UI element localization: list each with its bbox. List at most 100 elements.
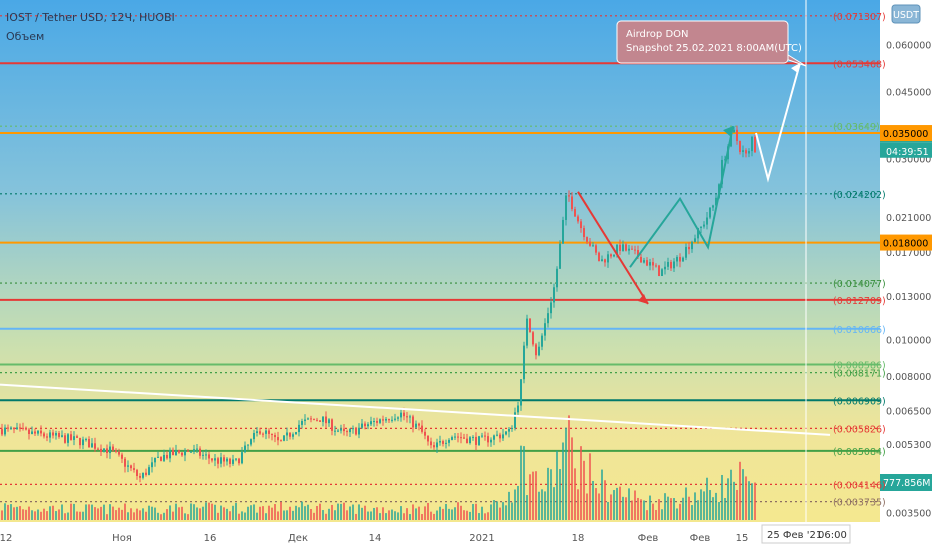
candle[interactable]: [652, 257, 654, 271]
candle[interactable]: [169, 447, 171, 463]
candle[interactable]: [385, 416, 387, 423]
candle[interactable]: [256, 427, 258, 437]
candle[interactable]: [145, 468, 147, 477]
candle[interactable]: [259, 427, 261, 435]
candle[interactable]: [496, 430, 498, 437]
candle[interactable]: [373, 417, 375, 427]
candle[interactable]: [631, 245, 633, 250]
candle[interactable]: [244, 441, 246, 454]
candle[interactable]: [433, 441, 435, 450]
candle[interactable]: [460, 432, 462, 444]
candle[interactable]: [43, 431, 45, 439]
candle[interactable]: [304, 414, 306, 426]
candle[interactable]: [430, 437, 432, 449]
candle[interactable]: [523, 341, 525, 384]
candle[interactable]: [217, 456, 219, 469]
candle[interactable]: [325, 411, 327, 428]
candle[interactable]: [613, 254, 615, 258]
candle[interactable]: [49, 429, 51, 443]
candle[interactable]: [583, 225, 585, 241]
candle[interactable]: [286, 427, 288, 442]
candle[interactable]: [52, 429, 54, 439]
candle[interactable]: [610, 253, 612, 259]
candle[interactable]: [376, 417, 378, 427]
candle[interactable]: [421, 420, 423, 434]
candle[interactable]: [511, 425, 513, 432]
candle[interactable]: [673, 258, 675, 273]
candle[interactable]: [535, 342, 537, 360]
candle[interactable]: [307, 417, 309, 420]
candle[interactable]: [79, 437, 81, 449]
candle[interactable]: [487, 432, 489, 447]
candle[interactable]: [76, 434, 78, 438]
trend-line-0[interactable]: [577, 191, 649, 305]
candle[interactable]: [109, 441, 111, 459]
candle[interactable]: [283, 435, 285, 442]
candle[interactable]: [70, 430, 72, 441]
candle[interactable]: [352, 425, 354, 434]
candle[interactable]: [175, 444, 177, 456]
candle[interactable]: [1, 423, 3, 437]
candle[interactable]: [316, 417, 318, 422]
candle[interactable]: [253, 429, 255, 443]
candle[interactable]: [577, 214, 579, 224]
candle[interactable]: [361, 418, 363, 429]
candle[interactable]: [166, 451, 168, 460]
candle[interactable]: [241, 447, 243, 465]
candle[interactable]: [472, 435, 474, 441]
candle[interactable]: [661, 268, 663, 277]
candle[interactable]: [655, 263, 657, 268]
candle[interactable]: [337, 428, 339, 433]
candle[interactable]: [55, 430, 57, 440]
candle[interactable]: [748, 148, 750, 158]
candle[interactable]: [106, 444, 108, 459]
candle[interactable]: [349, 428, 351, 438]
candle[interactable]: [289, 432, 291, 440]
candle[interactable]: [178, 449, 180, 454]
candle[interactable]: [502, 428, 504, 441]
candle[interactable]: [130, 464, 132, 472]
candle[interactable]: [262, 432, 264, 438]
candle[interactable]: [400, 409, 402, 422]
candle[interactable]: [154, 457, 156, 467]
candle[interactable]: [604, 258, 606, 267]
candle[interactable]: [703, 221, 705, 229]
candle[interactable]: [499, 432, 501, 443]
candle[interactable]: [490, 437, 492, 447]
candle[interactable]: [199, 446, 201, 459]
candle[interactable]: [358, 423, 360, 439]
candle[interactable]: [643, 257, 645, 264]
candle[interactable]: [322, 416, 324, 427]
candle[interactable]: [682, 256, 684, 262]
candle[interactable]: [22, 422, 24, 431]
trend-line-2[interactable]: [755, 62, 801, 183]
candle[interactable]: [448, 438, 450, 447]
candle[interactable]: [46, 433, 48, 442]
candle[interactable]: [451, 435, 453, 441]
candle[interactable]: [412, 414, 414, 433]
candle[interactable]: [517, 401, 519, 415]
candle[interactable]: [484, 431, 486, 441]
candle[interactable]: [739, 140, 741, 155]
candle[interactable]: [565, 195, 567, 226]
candle[interactable]: [538, 341, 540, 357]
candle[interactable]: [268, 428, 270, 439]
candle[interactable]: [67, 432, 69, 447]
candle[interactable]: [427, 435, 429, 446]
candle[interactable]: [313, 418, 315, 421]
candle[interactable]: [133, 462, 135, 473]
candle[interactable]: [418, 422, 420, 431]
candle[interactable]: [151, 457, 153, 473]
candle[interactable]: [628, 245, 630, 255]
candle[interactable]: [397, 416, 399, 422]
candle[interactable]: [406, 412, 408, 423]
candle[interactable]: [328, 418, 330, 427]
candle[interactable]: [34, 428, 36, 437]
candle[interactable]: [607, 250, 609, 268]
candle[interactable]: [28, 427, 30, 440]
candle[interactable]: [520, 379, 522, 411]
candle[interactable]: [571, 192, 573, 212]
candle[interactable]: [532, 330, 534, 347]
candle[interactable]: [91, 438, 93, 448]
candle[interactable]: [235, 458, 237, 462]
